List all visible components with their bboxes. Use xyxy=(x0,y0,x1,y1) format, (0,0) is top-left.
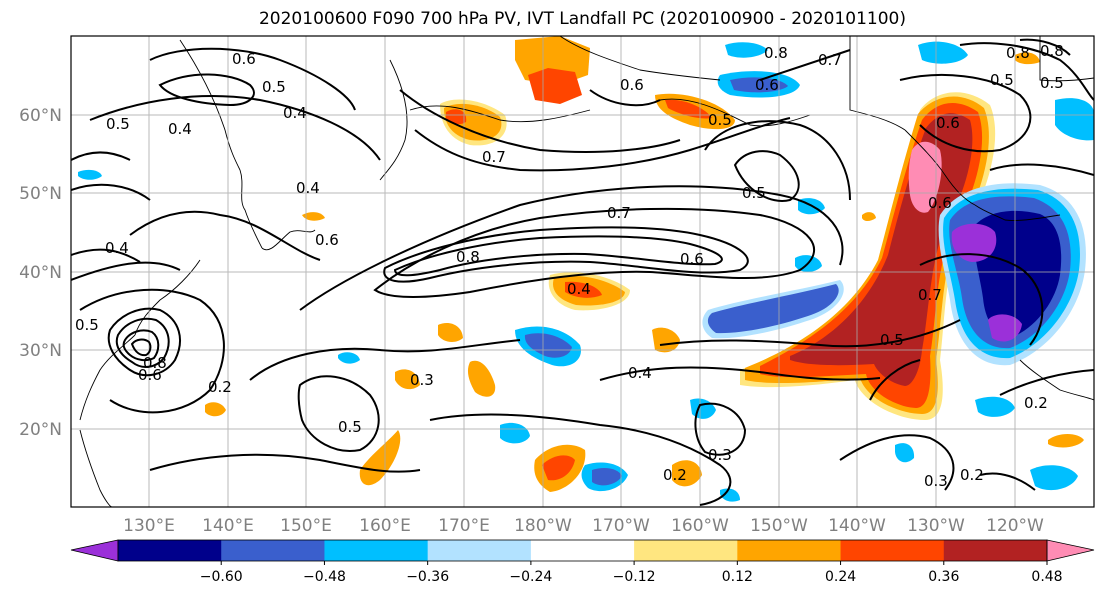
contour-label: 0.7 xyxy=(918,286,942,304)
longitude-labels: 130°E 140°E 150°E 160°E 170°E 180°W 170°… xyxy=(123,516,1044,536)
contour-label: 0.6 xyxy=(620,76,644,94)
colorbar-right-extension xyxy=(1046,539,1095,562)
contour-label: 0.2 xyxy=(663,466,687,484)
lon-label-150e: 150°E xyxy=(280,516,332,536)
contour-label: 0.6 xyxy=(680,250,704,268)
map-title: 2020100600 F090 700 hPa PV, IVT Landfall… xyxy=(258,9,906,29)
contour-label: 0.6 xyxy=(928,194,952,212)
lat-label-40n: 40°N xyxy=(19,263,62,283)
contour-label: 0.8 xyxy=(143,354,167,372)
contour-label: 0.3 xyxy=(924,472,948,490)
lon-label-180w: 180°W xyxy=(514,516,572,536)
colorbar-segment xyxy=(943,540,1048,561)
map-area: 0.6 0.5 0.4 0.4 0.5 0.4 0.6 0.5 0.4 0.6 … xyxy=(71,36,1094,507)
colorbar: −0.60 −0.48 −0.36 −0.24 −0.12 0.12 0.24 0.36 0.4… xyxy=(70,539,1095,585)
colorbar-segment xyxy=(118,540,222,561)
contour-label: 0.5 xyxy=(708,111,732,129)
contour-label: 0.4 xyxy=(628,364,652,382)
contour-label: 0.2 xyxy=(960,466,984,484)
contour-label: 0.6 xyxy=(138,366,162,384)
lon-label-130e: 130°E xyxy=(123,516,175,536)
lat-label-50n: 50°N xyxy=(19,184,62,204)
contour-label: 0.5 xyxy=(262,78,286,96)
contour-label: 0.5 xyxy=(75,316,99,334)
contour-label: 0.8 xyxy=(764,44,788,62)
colorbar-tick-label: −0.48 xyxy=(303,569,346,585)
lat-label-30n: 30°N xyxy=(19,341,62,361)
colorbar-left-extension xyxy=(70,539,119,562)
contour-label: 0.5 xyxy=(880,331,904,349)
colorbar-ticks: −0.60 −0.48 −0.36 −0.24 −0.12 0.12 0.24 0.36 0.4… xyxy=(200,561,1063,585)
colorbar-frame xyxy=(117,539,1048,562)
lat-label-60n: 60°N xyxy=(19,106,62,126)
colorbar-segment xyxy=(737,540,842,561)
contour-label: 0.8 xyxy=(1006,44,1030,62)
contour-label: 0.7 xyxy=(818,51,842,69)
contour-label: 0.2 xyxy=(208,378,232,396)
colorbar-segment xyxy=(427,540,532,561)
colorbar-segment xyxy=(221,540,325,561)
contour-label: 0.8 xyxy=(456,248,480,266)
contour-label: 0.6 xyxy=(232,50,256,68)
colorbar-segment xyxy=(634,540,738,561)
lon-label-160e: 160°E xyxy=(359,516,411,536)
contour-label: 0.4 xyxy=(105,239,129,257)
lon-label-160w: 160°W xyxy=(671,516,729,536)
contour-label: 0.7 xyxy=(607,204,631,222)
colorbar-tick-label: −0.36 xyxy=(406,569,449,585)
contour-label: 0.4 xyxy=(283,104,307,122)
colorbar-tick-label: −0.12 xyxy=(613,569,656,585)
colorbar-tick-label: −0.60 xyxy=(200,569,243,585)
lon-label-170e: 170°E xyxy=(438,516,490,536)
contour-label: 0.5 xyxy=(338,418,362,436)
contour-label: 0.4 xyxy=(296,179,320,197)
map-frame xyxy=(70,35,1095,508)
contour-label: 0.6 xyxy=(755,76,779,94)
contour-label: 0.7 xyxy=(482,148,506,166)
pv-contours xyxy=(71,38,1094,506)
contour-label: 0.5 xyxy=(742,184,766,202)
colorbar-segment xyxy=(840,540,945,561)
colorbar-tick-label: −0.24 xyxy=(509,569,552,585)
lon-label-130w: 130°W xyxy=(907,516,965,536)
colorbar-tick-label: 0.24 xyxy=(825,569,856,585)
colorbar-segment xyxy=(324,540,429,561)
contour-label: 0.8 xyxy=(1040,42,1064,60)
colorbar-segment xyxy=(530,540,635,561)
contour-label: 0.6 xyxy=(315,231,339,249)
contour-label: 0.4 xyxy=(567,280,591,298)
lon-label-120w: 120°W xyxy=(986,516,1044,536)
lon-label-150w: 150°W xyxy=(750,516,808,536)
colorbar-tick-label: 0.36 xyxy=(928,569,959,585)
contour-label: 0.5 xyxy=(1040,74,1064,92)
colorbar-segments xyxy=(118,540,1048,561)
contour-label: 0.3 xyxy=(410,371,434,389)
lat-label-20n: 20°N xyxy=(19,420,62,440)
contour-label: 0.5 xyxy=(990,71,1014,89)
lon-label-140e: 140°E xyxy=(202,516,254,536)
coastlines xyxy=(79,36,1094,507)
anomaly-shading xyxy=(78,36,1094,502)
latitude-labels: 60°N 50°N 40°N 30°N 20°N xyxy=(19,106,62,440)
contour-label: 0.4 xyxy=(168,120,192,138)
lon-label-170w: 170°W xyxy=(592,516,650,536)
contour-label: 0.3 xyxy=(708,446,732,464)
contour-label: 0.2 xyxy=(1024,394,1048,412)
colorbar-tick-label: 0.12 xyxy=(722,569,753,585)
colorbar-tick-label: 0.48 xyxy=(1031,569,1062,585)
lon-label-140w: 140°W xyxy=(828,516,886,536)
contour-label: 0.5 xyxy=(106,115,130,133)
contour-labels: 0.6 0.5 0.4 0.4 0.5 0.4 0.6 0.5 0.4 0.6 … xyxy=(75,42,1064,490)
contour-label: 0.6 xyxy=(936,114,960,132)
